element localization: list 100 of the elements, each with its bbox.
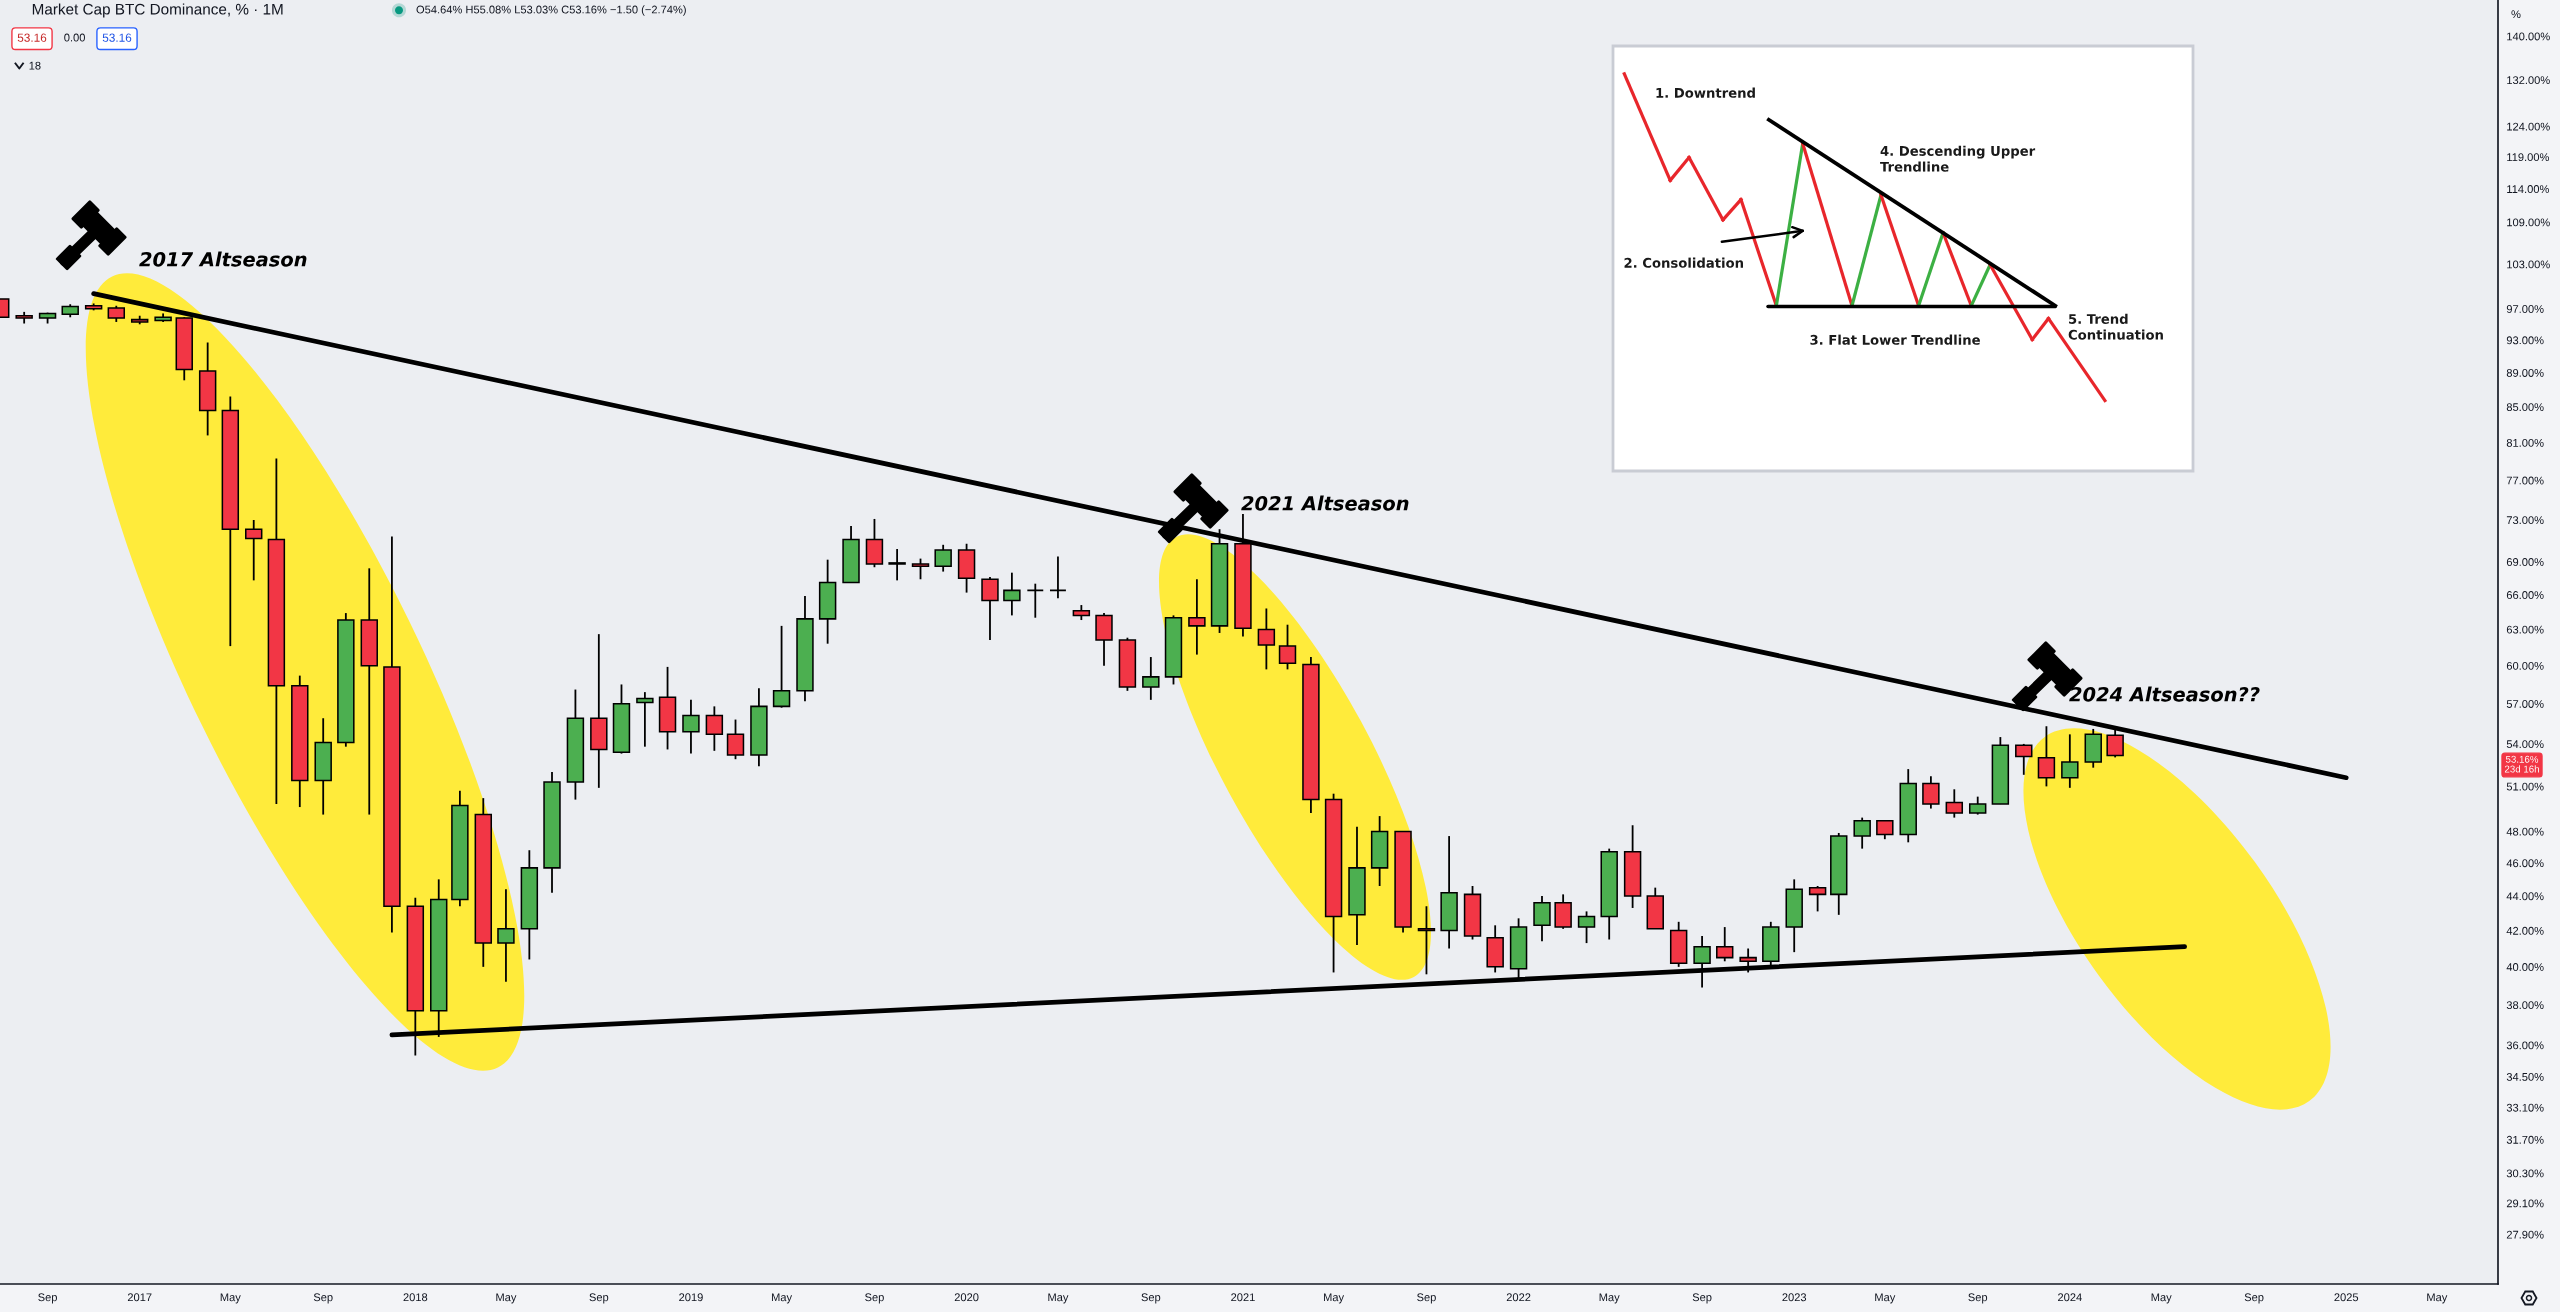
x-tick-label: 2025 <box>2334 1293 2359 1302</box>
y-tick-label: 34.50% <box>2506 1073 2544 1081</box>
x-tick-label: May <box>1875 1293 1896 1304</box>
x-tick-label: May <box>2427 1293 2448 1304</box>
x-tick-label: 2022 <box>1506 1293 1531 1302</box>
y-tick-label: 42.00% <box>2506 926 2544 935</box>
x-tick-label: May <box>496 1293 517 1304</box>
y-tick-label: 97.00% <box>2506 305 2544 313</box>
y-tick-label: 44.00% <box>2506 892 2544 901</box>
y-tick-label: 31.70% <box>2506 1135 2544 1144</box>
y-tick-label: 89.00% <box>2506 369 2544 377</box>
candlestick <box>1188 578 1206 656</box>
x-tick-label: May <box>1048 1293 1069 1304</box>
x-tick-label: May <box>2151 1293 2172 1304</box>
annotation: 53.16 <box>102 33 132 42</box>
x-tick-label: 2018 <box>403 1293 428 1302</box>
x-tick-label: May <box>1323 1293 1345 1304</box>
y-tick-label: 119.00% <box>2507 153 2549 162</box>
candlestick <box>981 576 999 642</box>
y-tick-label: 63.00% <box>2506 625 2544 634</box>
candlestick <box>1577 910 1596 944</box>
y-tick-label: 29.10% <box>2506 1199 2544 1208</box>
text: 53.16% 23d 16h <box>2504 755 2539 773</box>
y-tick-label: 93.00% <box>2506 336 2544 345</box>
candlestick <box>1716 926 1734 963</box>
x-tick-label: Sep <box>1417 1293 1436 1304</box>
x-tick-label: May <box>771 1293 793 1304</box>
y-tick-label: 40.00% <box>2506 963 2544 971</box>
x-tick-label: May <box>220 1293 241 1304</box>
y-tick-label: 114.00% <box>2507 185 2549 193</box>
x-tick-label: Sep <box>589 1293 609 1304</box>
y-tick-label: 69.00% <box>2506 558 2544 566</box>
candlestick <box>1417 905 1436 976</box>
annotation: 3. Flat Lower Trendline <box>1810 334 1980 345</box>
candlestick <box>1808 885 1827 913</box>
candlestick <box>772 624 791 709</box>
annotation: 53.16 <box>17 33 47 42</box>
annotation: 2021 Altseason <box>1241 495 1409 511</box>
y-tick-label: 109.00% <box>2507 218 2550 227</box>
y-axis-title: % <box>2511 10 2521 19</box>
y-tick-label: 30.30% <box>2506 1169 2544 1178</box>
candlestick <box>2037 725 2056 788</box>
y-tick-label: 103.00% <box>2507 260 2550 269</box>
x-tick-label: 2024 <box>2058 1293 2082 1302</box>
y-tick-label: 124.00% <box>2507 122 2550 131</box>
annotation: 2024 Altseason?? <box>2069 686 2260 702</box>
y-tick-label: 85.00% <box>2506 403 2544 412</box>
candlestick <box>1853 816 1871 850</box>
x-tick-label: 2021 <box>1231 1293 1255 1302</box>
candlestick <box>705 705 724 752</box>
y-tick-label: 33.10% <box>2506 1103 2544 1112</box>
y-tick-label: 60.00% <box>2506 661 2544 670</box>
y-tick-label: 38.00% <box>2506 1001 2544 1010</box>
candlestick <box>1945 788 1964 819</box>
candlestick <box>1533 895 1551 943</box>
x-tick-label: Sep <box>865 1293 884 1304</box>
candlestick <box>1049 555 1067 600</box>
x-tick-label: Sep <box>38 1293 57 1304</box>
x-tick-label: Sep <box>1141 1293 1161 1304</box>
candlestick <box>911 557 930 581</box>
x-tick-label: Sep <box>313 1293 333 1304</box>
candlestick <box>2106 728 2124 759</box>
annotation: 5. Trend Continuation <box>2068 313 2163 340</box>
candlestick <box>2015 743 2033 776</box>
y-tick-label: 27.90% <box>2506 1230 2544 1239</box>
x-tick-label: Sep <box>2244 1293 2264 1304</box>
annotation: 1. Downtrend <box>1656 87 1755 98</box>
candlestick <box>934 543 952 573</box>
x-tick-label: 2019 <box>679 1293 703 1302</box>
x-tick-label: Sep <box>1692 1293 1712 1304</box>
y-tick-label: 66.00% <box>2506 591 2544 599</box>
candlestick <box>1142 656 1160 701</box>
x-tick-label: 2020 <box>954 1293 979 1302</box>
y-tick-label: 73.00% <box>2506 516 2544 525</box>
y-tick-label: 81.00% <box>2506 438 2544 447</box>
candlestick <box>245 519 263 582</box>
annotation: 4. Descending Upper Trendline <box>1880 145 2036 172</box>
y-tick-label: 132.00% <box>2507 76 2550 85</box>
chart-subtitle: O54.64% H55.08% L53.03% C53.16% −1.50 (−2.74%) <box>416 5 686 16</box>
y-tick-label: 51.00% <box>2506 782 2544 791</box>
x-tick-label: 2023 <box>1782 1293 1807 1302</box>
candlestick <box>888 548 906 582</box>
x-tick-label: May <box>1599 1293 1620 1304</box>
y-tick-label: 36.00% <box>2506 1041 2544 1050</box>
candlestick <box>1278 623 1297 671</box>
candlestick <box>1876 819 1894 841</box>
candlestick <box>1026 582 1045 619</box>
y-tick-label: 54.00% <box>2506 740 2544 749</box>
candlestick <box>1003 571 1021 617</box>
candlestick <box>682 698 700 755</box>
annotation: 2. Consolidation <box>1624 257 1743 268</box>
annotation: 18 <box>29 61 41 70</box>
candlestick <box>726 718 745 761</box>
x-tick-label: 2017 <box>127 1293 152 1302</box>
y-tick-label: 48.00% <box>2506 827 2544 836</box>
annotation: 2017 Altseason <box>139 251 307 267</box>
y-tick-label: 77.00% <box>2506 476 2544 485</box>
candlestick <box>1739 947 1757 974</box>
x-tick-label: Sep <box>1968 1293 1988 1304</box>
candlestick <box>497 888 515 983</box>
